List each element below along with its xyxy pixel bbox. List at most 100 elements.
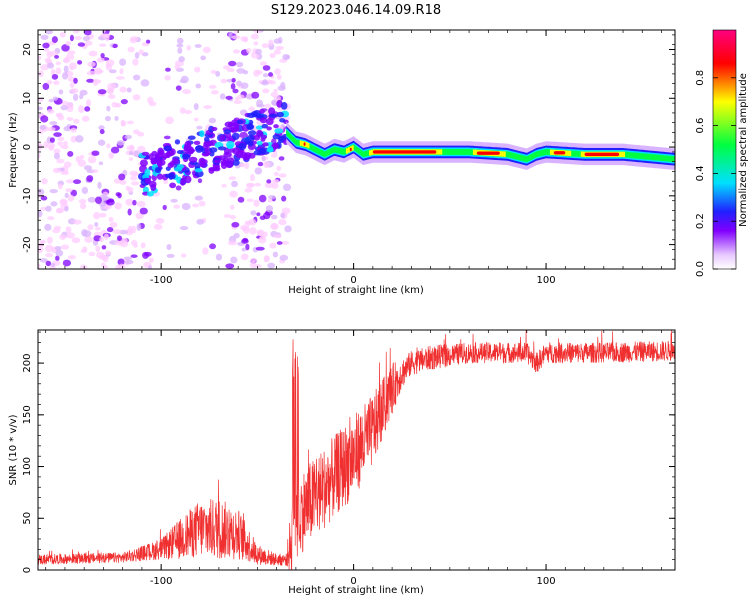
spectrogram-y-tick-label: 10	[22, 92, 33, 105]
spectrogram-noise-blob	[262, 73, 269, 78]
spectrogram-noise-blob	[53, 80, 60, 86]
spectrogram-noise-blob	[267, 198, 273, 203]
spectrogram-ridge-yellow	[347, 147, 350, 153]
spectrogram-noise-blob	[106, 105, 111, 112]
spectrogram-noise-blob	[278, 173, 287, 178]
spectrogram-ridge-yellow	[299, 140, 302, 146]
spectrogram-noise-blob	[100, 52, 105, 59]
spectrogram-noise-blob	[263, 212, 271, 220]
spectrogram-ridge-yellow	[621, 151, 624, 158]
spectrogram-noise-blob	[138, 49, 144, 55]
spectrogram-noise-blob	[148, 257, 154, 263]
spectrogram-wedge-blob	[139, 159, 148, 167]
spectrogram-noise-blob	[106, 227, 114, 233]
spectrogram-wedge-blob	[261, 123, 269, 129]
spectrogram-noise-blob	[77, 42, 86, 47]
spectrogram-noise-blob	[266, 179, 272, 184]
spectrogram-noise-blob	[153, 224, 163, 230]
spectrogram-noise-blob	[163, 135, 171, 140]
spectrogram-noise-blob	[126, 145, 135, 151]
spectrogram-noise-blob	[221, 183, 227, 188]
spectrogram-noise-blob	[228, 60, 237, 67]
spectrogram-noise-blob	[131, 172, 140, 177]
spectrogram-noise-blob	[268, 195, 276, 200]
spectrogram-noise-blob	[124, 259, 134, 265]
spectrogram-noise-blob	[123, 256, 132, 261]
spectrogram-noise-blob	[50, 201, 58, 207]
spectrogram-noise-blob	[246, 198, 254, 203]
spectrogram-noise-blob	[57, 112, 64, 118]
snr-panel: -100 0 100 0 50 100 150 200 Height of straight …	[8, 329, 676, 596]
spectrogram-noise-blob	[276, 241, 283, 245]
spectrogram-wedge-blob	[154, 167, 162, 174]
spectrogram-noise-blob	[92, 78, 99, 86]
spectrogram-noise-blob	[269, 53, 276, 59]
spectrogram-noise-blob	[81, 115, 90, 122]
spectrogram-noise-blob	[184, 109, 192, 115]
spectrogram-noise-blob	[119, 68, 124, 75]
spectrogram-noise-blob	[67, 255, 76, 260]
spectrogram-noise-blob	[193, 103, 199, 111]
colorbar-tick-label: 0.8	[695, 70, 706, 86]
spectrogram-noise-blob	[111, 101, 118, 108]
spectrogram-noise-blob	[242, 237, 249, 243]
snr-x-tick-label: 0	[350, 576, 356, 587]
snr-x-tick-label: 100	[537, 576, 556, 587]
spectrogram-noise-blob	[129, 175, 138, 181]
spectrogram-noise-blob	[60, 199, 67, 204]
spectrogram-noise-blob	[57, 183, 63, 190]
spectrogram-noise-blob	[242, 226, 250, 234]
spectrogram-wedge-blob	[144, 177, 152, 184]
spectrogram-noise-blob	[233, 99, 243, 105]
spectrogram-noise-blob	[125, 198, 134, 206]
spectrogram-noise-blob	[119, 58, 127, 66]
spectrogram-noise-blob	[131, 181, 140, 186]
spectrogram-wedge-blob	[225, 161, 234, 169]
spectrogram-wedge-blob	[231, 132, 240, 141]
spectrogram-frame	[37, 29, 676, 270]
spectrogram-wedge-blob	[223, 151, 232, 158]
spectrogram-wedge-blob	[255, 129, 264, 138]
spectrogram-noise-blob	[273, 95, 281, 100]
spectrogram-noise-blob	[97, 89, 107, 95]
spectrogram-noise-blob	[249, 173, 255, 182]
spectrogram-noise-blob	[176, 37, 184, 45]
spectrogram-noise-blob	[276, 165, 282, 171]
spectrogram-noise-blob	[220, 78, 228, 84]
colorbar-tick-label: 0.0	[695, 261, 706, 277]
spectrogram-wedge-blob	[223, 129, 232, 134]
spectrogram-noise-blob	[117, 258, 125, 266]
spectrogram-noise-blob	[46, 236, 53, 244]
spectrogram-noise-blob	[250, 33, 259, 40]
spectrogram-noise-blob	[262, 231, 268, 238]
spectrogram-x-tick-label: 0	[350, 275, 356, 286]
spectrogram-wedge-blob	[203, 141, 212, 148]
spectrogram-noise-blob	[117, 235, 122, 241]
spectrogram-noise-blob	[180, 253, 187, 258]
spectrogram-noise-blob	[231, 77, 236, 83]
spectrogram-noise-blob	[75, 135, 84, 143]
spectrogram-noise-blob	[196, 218, 205, 225]
spectrogram-noise-blob	[225, 95, 233, 100]
spectrogram-ridge-yellow	[619, 151, 622, 158]
spectrogram-noise-blob	[165, 67, 171, 72]
spectrogram-noise-blob	[165, 116, 174, 125]
spectrogram-x-tick-label: -100	[150, 275, 173, 286]
spectrogram-wedge-blob	[156, 160, 163, 167]
spectrogram-noise-blob	[228, 31, 233, 39]
spectrogram-noise-blob	[117, 192, 122, 199]
spectrogram-noise-blob	[54, 245, 62, 251]
spectrogram-ridge-peak	[372, 150, 437, 154]
spectrogram-noise-blob	[46, 126, 56, 132]
spectrogram-ridge-yellow	[370, 149, 373, 156]
spectrogram-y-tick-label: -20	[22, 236, 33, 252]
spectrogram-noise-blob	[258, 194, 267, 203]
spectrogram-noise-blob	[232, 88, 239, 94]
spectrogram-noise-blob	[196, 125, 203, 130]
spectrogram-noise-blob	[263, 161, 271, 169]
spectrogram-noise-blob	[271, 214, 278, 220]
spectrogram-noise-blob	[278, 156, 285, 161]
spectrogram-noise-blob	[248, 106, 256, 112]
spectrogram-noise-blob	[135, 212, 144, 220]
spectrogram-wedge-blob	[156, 173, 163, 180]
